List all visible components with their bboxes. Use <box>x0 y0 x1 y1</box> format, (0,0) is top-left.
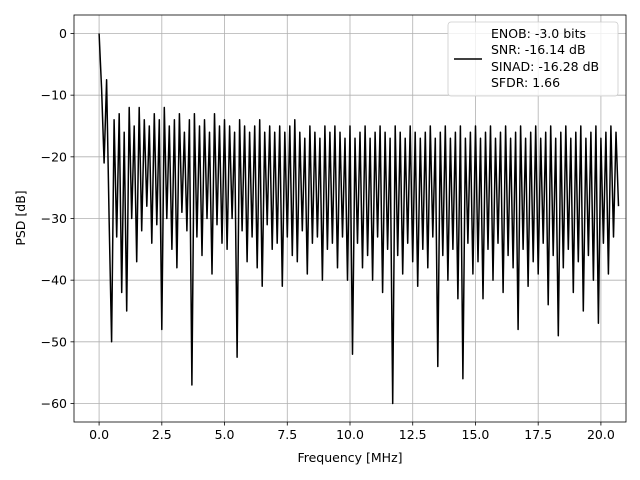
y-tick-label: −30 <box>41 211 67 226</box>
legend-sinad: SINAD: -16.28 dB <box>491 59 599 74</box>
y-tick-label: −10 <box>41 88 67 103</box>
x-tick-label: 10.0 <box>336 427 364 442</box>
y-tick-label: −50 <box>41 334 67 349</box>
legend: ENOB: -3.0 bits SNR: -16.14 dB SINAD: -1… <box>447 21 619 97</box>
x-axis: 0.0 2.5 5.0 7.5 10.0 12.5 15.0 17.5 20.0 <box>89 422 615 442</box>
x-axis-label: Frequency [MHz] <box>297 450 402 465</box>
legend-sfdr: SFDR: 1.66 <box>491 75 560 90</box>
x-tick-label: 7.5 <box>277 427 297 442</box>
x-tick-label: 15.0 <box>462 427 490 442</box>
x-tick-label: 17.5 <box>524 427 552 442</box>
x-tick-label: 20.0 <box>587 427 615 442</box>
x-tick-label: 0.0 <box>89 427 109 442</box>
legend-box <box>447 21 619 97</box>
x-tick-label: 5.0 <box>215 427 235 442</box>
y-tick-label: 0 <box>59 26 67 41</box>
legend-snr: SNR: -16.14 dB <box>491 42 586 57</box>
y-tick-label: −20 <box>41 149 67 164</box>
x-tick-label: 2.5 <box>152 427 172 442</box>
y-tick-label: −60 <box>41 396 67 411</box>
y-tick-label: −40 <box>41 273 67 288</box>
y-axis: 0 −10 −20 −30 −40 −50 −60 <box>41 26 74 411</box>
psd-line <box>98 33 620 405</box>
series-group <box>98 33 620 405</box>
y-axis-label: PSD [dB] <box>13 190 28 245</box>
legend-enob: ENOB: -3.0 bits <box>491 26 586 41</box>
x-tick-label: 12.5 <box>399 427 427 442</box>
